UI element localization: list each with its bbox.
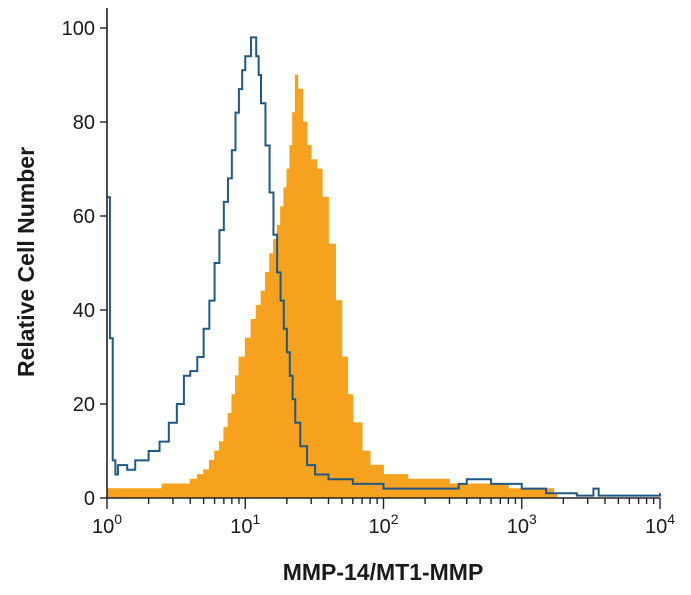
y-tick-label: 20 xyxy=(73,394,95,416)
y-tick-label: 0 xyxy=(84,488,95,510)
y-axis-ticks: 0 20 40 60 80 100 xyxy=(62,18,107,510)
x-axis-title: MMP-14/MT1-MMP xyxy=(283,559,484,585)
x-tick-label: 103 xyxy=(507,511,537,538)
x-tick-label: 104 xyxy=(645,511,675,538)
y-tick-label: 100 xyxy=(62,18,95,40)
y-axis-title: Relative Cell Number xyxy=(13,147,39,377)
plot-area xyxy=(106,36,661,499)
x-axis-ticks: 100 101 102 103 104 xyxy=(92,498,675,538)
x-tick-label: 100 xyxy=(92,511,122,538)
x-tick-label: 101 xyxy=(230,511,260,538)
axes xyxy=(106,8,660,499)
y-tick-label: 80 xyxy=(73,112,95,134)
filled-histogram xyxy=(106,74,558,499)
y-tick-label: 60 xyxy=(73,206,95,228)
y-tick-label: 40 xyxy=(73,300,95,322)
x-tick-label: 102 xyxy=(368,511,398,538)
outline-histogram xyxy=(107,36,661,497)
